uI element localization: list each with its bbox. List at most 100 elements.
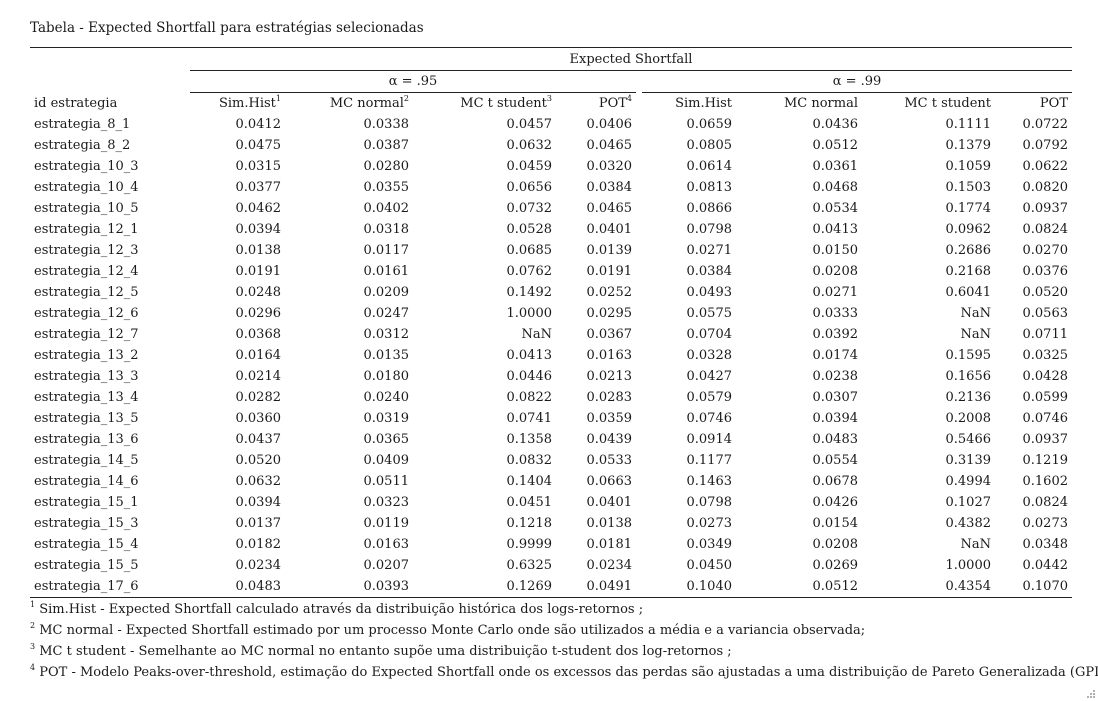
column-header-95-3: POT4 bbox=[556, 93, 636, 115]
value-cell: 0.0208 bbox=[812, 264, 859, 279]
value-cell: 0.0805 bbox=[686, 138, 733, 153]
table-caption: Tabela - Expected Shortfall para estraté… bbox=[30, 20, 424, 36]
value-cell: 0.0491 bbox=[556, 576, 636, 598]
value-cell: 0.0798 bbox=[686, 495, 733, 510]
value-cell: 0.0181 bbox=[586, 537, 633, 552]
value-cell: 0.0349 bbox=[686, 537, 733, 552]
value-cell: 0.0436 bbox=[812, 117, 859, 132]
value-cell: 0.0138 bbox=[586, 516, 633, 531]
value-cell: 0.0333 bbox=[812, 306, 859, 321]
value-cell: NaN bbox=[960, 537, 991, 552]
value-cell: 0.0409 bbox=[363, 453, 410, 468]
value-cell: 0.1379 bbox=[945, 138, 992, 153]
value-cell: 0.1404 bbox=[506, 474, 553, 489]
resize-grip-icon[interactable] bbox=[1085, 688, 1095, 698]
value-cell: 0.0138 bbox=[235, 243, 282, 258]
value-cell: 0.0387 bbox=[363, 138, 410, 153]
strategy-id-cell: estrategia_13_6 bbox=[34, 432, 139, 447]
value-cell: 0.1358 bbox=[506, 432, 553, 447]
value-cell: 0.0413 bbox=[506, 348, 553, 363]
value-cell: 0.0117 bbox=[363, 243, 410, 258]
value-cell: 0.0384 bbox=[686, 264, 733, 279]
column-header-95-0: Sim.Hist1 bbox=[190, 93, 285, 115]
value-cell: 0.0622 bbox=[1022, 159, 1069, 174]
strategy-id-cell: estrategia_15_5 bbox=[34, 558, 139, 573]
value-cell: 0.0746 bbox=[686, 411, 733, 426]
value-cell: 0.0348 bbox=[1022, 537, 1069, 552]
group-header: Expected Shortfall bbox=[190, 47, 1072, 71]
value-cell: 0.0475 bbox=[235, 138, 282, 153]
strategy-id-cell: estrategia_13_5 bbox=[34, 411, 139, 426]
value-cell: 0.0428 bbox=[1022, 369, 1069, 384]
value-cell: 0.0234 bbox=[235, 558, 282, 573]
value-cell: 0.0150 bbox=[812, 243, 859, 258]
value-cell: 0.4994 bbox=[945, 474, 992, 489]
value-cell: 0.0384 bbox=[586, 180, 633, 195]
column-header-label: MC normal bbox=[783, 96, 858, 111]
footnote: 3 MC t student - Semelhante ao MC normal… bbox=[30, 641, 1098, 662]
strategy-id-cell: estrategia_8_2 bbox=[34, 138, 131, 153]
value-cell: 0.0401 bbox=[586, 222, 633, 237]
strategy-id-cell: estrategia_17_6 bbox=[30, 576, 190, 598]
footnote: 4 POT - Modelo Peaks-over-threshold, est… bbox=[30, 662, 1098, 683]
table-row: estrategia_12_5 0.0248 0.0209 0.1492 0.0252 0… bbox=[30, 282, 1072, 303]
value-cell: 0.0135 bbox=[363, 348, 410, 363]
value-cell: 0.0163 bbox=[363, 537, 410, 552]
value-cell: 0.1040 bbox=[642, 576, 736, 598]
column-header-label: MC t student bbox=[904, 96, 991, 111]
value-cell: 0.0119 bbox=[363, 516, 410, 531]
value-cell: 0.0307 bbox=[812, 390, 859, 405]
strategy-id-cell: estrategia_12_4 bbox=[34, 264, 139, 279]
value-cell: 0.0427 bbox=[686, 369, 733, 384]
value-cell: 0.0520 bbox=[235, 453, 282, 468]
value-cell: 0.6325 bbox=[506, 558, 553, 573]
value-cell: 0.9999 bbox=[506, 537, 553, 552]
strategy-id-cell: estrategia_10_5 bbox=[34, 201, 139, 216]
footnote-text: MC t student - Semelhante ao MC normal n… bbox=[39, 644, 732, 659]
table-row: estrategia_13_3 0.0214 0.0180 0.0446 0.0213 0… bbox=[30, 366, 1072, 387]
value-cell: 0.0685 bbox=[506, 243, 553, 258]
value-cell: 0.0238 bbox=[812, 369, 859, 384]
value-cell: 0.0451 bbox=[506, 495, 553, 510]
column-header-95-2: MC t student3 bbox=[413, 93, 556, 115]
value-cell: 0.1595 bbox=[945, 348, 992, 363]
strategy-id-cell: estrategia_15_4 bbox=[34, 537, 139, 552]
value-cell: 0.0813 bbox=[686, 180, 733, 195]
value-cell: 0.0338 bbox=[363, 117, 410, 132]
strategy-id-cell: estrategia_15_1 bbox=[34, 495, 139, 510]
value-cell: 0.0296 bbox=[235, 306, 282, 321]
table-row: estrategia_15_4 0.0182 0.0163 0.9999 0.0181 0… bbox=[30, 534, 1072, 555]
value-cell: 0.0462 bbox=[235, 201, 282, 216]
footnote-text: MC normal - Expected Shortfall estimado … bbox=[39, 623, 866, 638]
strategy-id-cell: estrategia_14_6 bbox=[34, 474, 139, 489]
value-cell: 0.0413 bbox=[812, 222, 859, 237]
value-cell: 0.0393 bbox=[285, 576, 413, 598]
value-cell: 0.0459 bbox=[506, 159, 553, 174]
footnotes: 1 Sim.Hist - Expected Shortfall calculad… bbox=[30, 599, 1098, 683]
value-cell: 0.4382 bbox=[945, 516, 992, 531]
value-cell: 0.0325 bbox=[1022, 348, 1069, 363]
footnote-marker: 2 bbox=[403, 93, 409, 103]
value-cell: 0.0376 bbox=[1022, 264, 1069, 279]
value-cell: 0.2686 bbox=[945, 243, 992, 258]
value-cell: 0.1463 bbox=[686, 474, 733, 489]
table-row: estrategia_12_1 0.0394 0.0318 0.0528 0.0401 0… bbox=[30, 219, 1072, 240]
table-row: estrategia_15_5 0.0234 0.0207 0.6325 0.0234 0… bbox=[30, 555, 1072, 576]
value-cell: 0.0659 bbox=[686, 117, 733, 132]
strategy-id-cell: estrategia_10_3 bbox=[34, 159, 139, 174]
value-cell: 0.0632 bbox=[506, 138, 553, 153]
alpha-95-header: α = .95 bbox=[190, 70, 636, 93]
value-cell: 0.0704 bbox=[686, 327, 733, 342]
table-row: estrategia_10_4 0.0377 0.0355 0.0656 0.0384 0… bbox=[30, 177, 1072, 198]
value-cell: 0.0207 bbox=[363, 558, 410, 573]
value-cell: 0.0394 bbox=[812, 411, 859, 426]
value-cell: 0.5466 bbox=[945, 432, 992, 447]
value-cell: 0.0191 bbox=[235, 264, 282, 279]
value-cell: 0.1219 bbox=[1022, 453, 1069, 468]
value-cell: 0.1269 bbox=[413, 576, 556, 598]
value-cell: 0.0937 bbox=[1022, 432, 1069, 447]
footnote-marker: 3 bbox=[546, 93, 552, 103]
value-cell: 0.0762 bbox=[506, 264, 553, 279]
value-cell: 0.0361 bbox=[812, 159, 859, 174]
value-cell: 0.1602 bbox=[1022, 474, 1069, 489]
